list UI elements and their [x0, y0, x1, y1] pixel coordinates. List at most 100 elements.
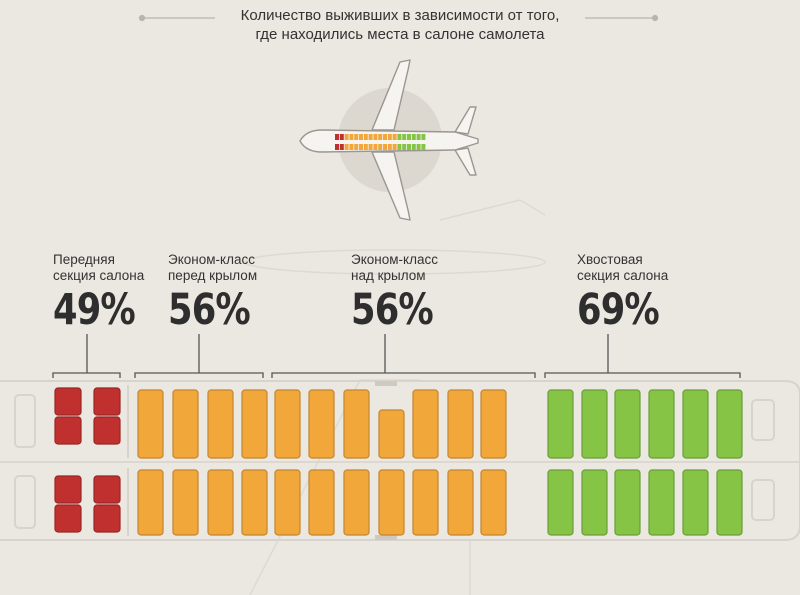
seat-front	[93, 475, 121, 504]
seat-economy-before-wing	[137, 389, 164, 459]
mini-seat	[335, 144, 339, 150]
seat-economy-over-wing	[447, 389, 474, 459]
mini-seat	[349, 144, 354, 150]
seat-economy-over-wing	[308, 389, 335, 459]
seat-tail	[716, 469, 743, 536]
seat-economy-before-wing	[241, 469, 268, 536]
survival-percent: 56%	[168, 285, 251, 335]
seat-economy-before-wing	[207, 469, 234, 536]
mini-seat	[387, 134, 392, 140]
mini-seat	[373, 134, 378, 140]
seat-tail	[716, 389, 743, 459]
seat-economy-before-wing	[172, 469, 199, 536]
mini-seat	[368, 134, 373, 140]
survival-percent: 69%	[577, 285, 660, 335]
seat-tail	[682, 389, 709, 459]
seat-front	[54, 504, 82, 533]
section-label: Передняя	[53, 252, 115, 267]
seat-front	[93, 504, 121, 533]
seat-economy-over-wing	[308, 469, 335, 536]
seat-economy-over-wing	[480, 389, 507, 459]
seat-economy-over-wing	[447, 469, 474, 536]
survival-percent: 49%	[53, 285, 136, 335]
mini-seat	[354, 134, 359, 140]
seat-economy-over-wing	[378, 409, 405, 459]
mini-seat	[383, 134, 387, 140]
seat-economy-over-wing	[412, 389, 439, 459]
seat-economy-before-wing	[241, 389, 268, 459]
mini-seat	[407, 134, 411, 140]
section-tail: Хвостовая секция салона 69%	[577, 252, 677, 333]
seat-economy-over-wing	[274, 469, 301, 536]
seat-front	[93, 416, 121, 445]
seat-tail	[581, 469, 608, 536]
seat-economy-over-wing	[274, 389, 301, 459]
mini-seat	[363, 134, 368, 140]
mini-seat	[392, 134, 397, 140]
title-line-1: Количество выживших в зависимости от тог…	[240, 7, 560, 24]
section-label: секция салона	[53, 268, 145, 283]
seat-economy-over-wing	[412, 469, 439, 536]
seat-economy-over-wing	[343, 469, 370, 536]
section-label: над крылом	[351, 268, 426, 283]
section-label: Хвостовая	[577, 252, 643, 267]
mini-seat	[397, 134, 402, 140]
mini-seat	[373, 144, 378, 150]
seat-tail	[614, 389, 641, 459]
seat-tail	[648, 389, 675, 459]
mini-seat	[335, 134, 339, 140]
seat-front	[54, 475, 82, 504]
seat-economy-over-wing	[343, 389, 370, 459]
mini-seat	[378, 134, 383, 140]
seat-economy-over-wing	[480, 469, 507, 536]
mini-seat	[339, 144, 344, 150]
seat-economy-over-wing	[378, 469, 405, 536]
section-label: перед крылом	[168, 268, 258, 283]
mini-seat	[421, 144, 426, 150]
seat-tail	[547, 389, 574, 459]
title-line-2: где находились места в салоне самолета	[255, 26, 545, 43]
mini-seat	[368, 144, 373, 150]
mini-seat	[392, 144, 397, 150]
mini-seat	[363, 144, 368, 150]
mini-seat	[411, 144, 416, 150]
chart-title: Количество выживших в зависимости от тог…	[150, 6, 650, 44]
seat-economy-before-wing	[172, 389, 199, 459]
mini-seat	[416, 144, 421, 150]
mini-seat	[402, 134, 407, 140]
mini-seat	[344, 134, 349, 140]
seat-front	[54, 387, 82, 416]
seat-tail	[682, 469, 709, 536]
mini-seat	[411, 134, 416, 140]
mini-seat	[359, 144, 363, 150]
mini-seat	[359, 134, 363, 140]
mini-seat	[354, 144, 359, 150]
seat-tail	[547, 469, 574, 536]
mini-seat	[407, 144, 411, 150]
seat-front	[54, 416, 82, 445]
mini-seat	[339, 134, 344, 140]
mini-seat	[421, 134, 426, 140]
mini-seat	[416, 134, 421, 140]
section-label: Эконом-класс	[168, 252, 255, 267]
mini-seat	[383, 144, 387, 150]
seat-tail	[648, 469, 675, 536]
seat-tail	[614, 469, 641, 536]
mini-seat	[387, 144, 392, 150]
seat-tail	[581, 389, 608, 459]
seat-economy-before-wing	[137, 469, 164, 536]
section-front: Передняя секция салона 49%	[53, 252, 153, 333]
section-label: секция салона	[577, 268, 669, 283]
seat-economy-before-wing	[207, 389, 234, 459]
mini-seat	[402, 144, 407, 150]
section-label: Эконом-класс	[351, 252, 438, 267]
mini-seat	[349, 134, 354, 140]
mini-seat	[397, 144, 402, 150]
section-economy-over-wing: Эконом-класс над крылом 56%	[351, 252, 451, 333]
mini-seat	[344, 144, 349, 150]
survival-percent: 56%	[351, 285, 434, 335]
seat-front	[93, 387, 121, 416]
